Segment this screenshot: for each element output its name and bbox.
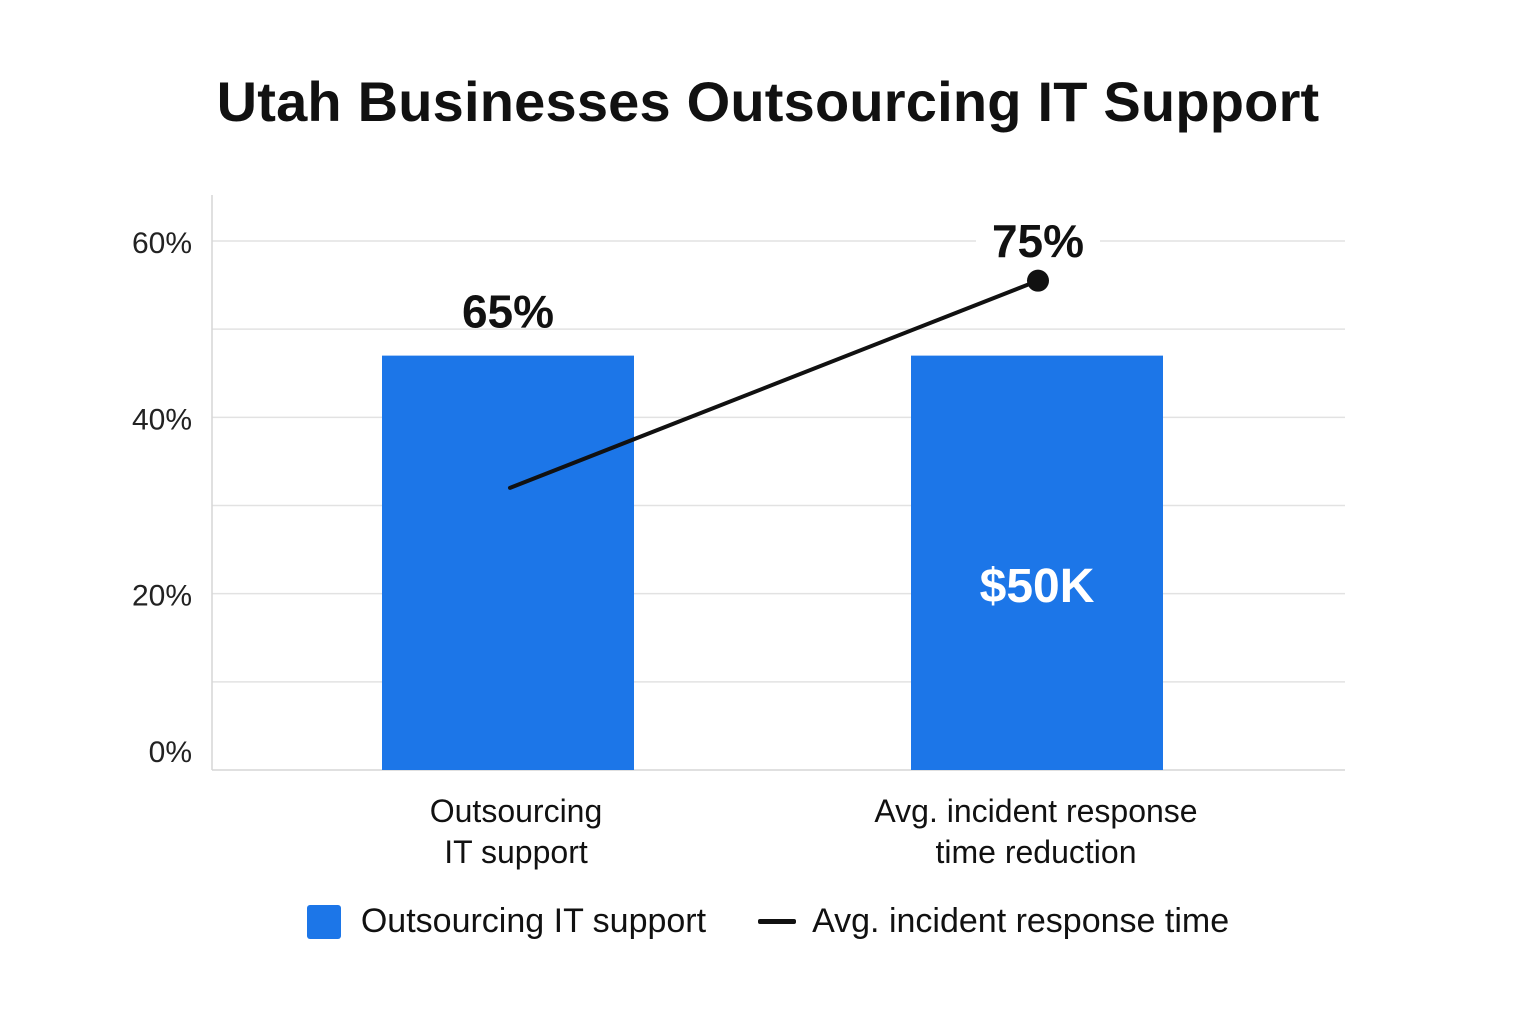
legend-item-bars[interactable]: Outsourcing IT support [306, 902, 707, 941]
chart-title: Utah Businesses Outsourcing IT Support [216, 70, 1320, 133]
legend-label-line: Avg. incident response time [812, 902, 1230, 940]
legend-bar-swatch [306, 904, 341, 939]
x-tick-label: IT support [444, 834, 588, 870]
x-tick-label: Avg. incident response [874, 793, 1197, 829]
y-tick-label: 40% [132, 403, 192, 436]
bar-data-label: 65% [462, 286, 554, 338]
bar-data-label: $50K [980, 560, 1095, 613]
chart-legend: Outsourcing IT support Avg. incident res… [0, 902, 1536, 941]
legend-item-line[interactable]: Avg. incident response time [758, 902, 1229, 941]
y-tick-label: 60% [132, 227, 192, 260]
bar [382, 355, 634, 770]
bar [911, 355, 1163, 770]
line-series [508, 278, 1040, 490]
legend-label-bars: Outsourcing IT support [360, 902, 707, 940]
legend-line-swatch [758, 919, 797, 924]
y-tick-label: 20% [132, 580, 192, 613]
line-data-label: 75% [992, 215, 1084, 267]
x-tick-label: Outsourcing [430, 793, 603, 829]
line-point [1027, 269, 1049, 292]
line-label-backdrop [976, 212, 1100, 264]
x-tick-label: time reduction [936, 834, 1137, 870]
y-tick-label: 0% [149, 736, 192, 769]
